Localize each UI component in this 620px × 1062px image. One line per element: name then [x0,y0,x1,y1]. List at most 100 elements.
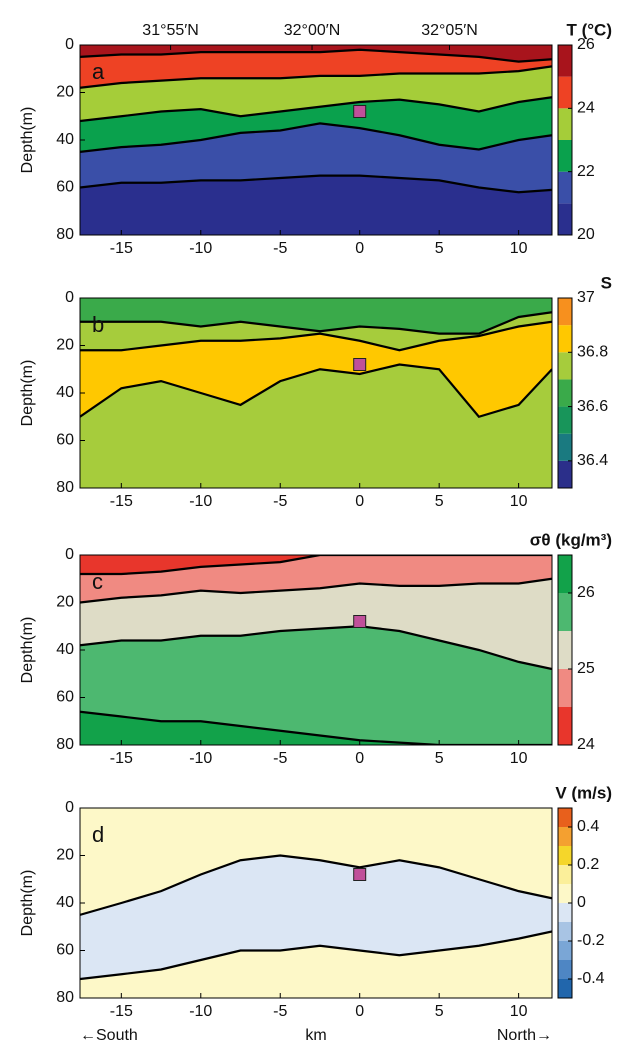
contour-line [80,320,552,352]
colorbar-swatch [558,298,572,326]
plot-area [80,808,552,998]
colorbar-tick-label: 26 [577,36,595,53]
y-tick-label: 20 [56,594,74,611]
x-tick-label: 5 [435,1003,444,1020]
panel-label: b [92,312,104,337]
y-tick-label: 0 [65,546,74,563]
colorbar-swatch [558,406,572,434]
contour-line [80,363,552,419]
y-tick-label: 0 [65,799,74,816]
colorbar-swatch [558,979,572,998]
y-tick-label: 60 [56,179,74,196]
contour-line [80,174,552,194]
contour-line [80,577,552,604]
contour-line [80,96,552,123]
x-tick-label: 5 [435,750,444,767]
x-tick-label: 0 [355,240,364,257]
colorbar-tick-label: 0.2 [577,856,599,873]
plot-area [80,298,552,488]
colorbar-swatch [558,941,572,960]
colorbar-title: V (m/s) [555,783,612,802]
colorbar-swatch [558,707,572,745]
y-axis-label: Depth(m) [19,870,36,937]
marker [353,358,367,371]
colorbar-swatch [558,827,572,846]
colorbar-swatch [558,433,572,461]
plot-area [80,45,552,235]
colorbar-swatch [558,903,572,922]
colorbar-swatch [558,76,572,109]
x-tick-label: -5 [273,750,287,767]
panel-label: d [92,822,104,847]
marker [353,868,367,881]
x-tick-label: 10 [510,1003,528,1020]
colorbar-swatch [558,460,572,488]
colorbar-swatch [558,45,572,77]
colorbar-title: S [601,273,612,292]
colorbar-tick-label: 26 [577,584,595,601]
y-tick-label: 40 [56,384,74,401]
x-tick-label: -15 [110,240,133,257]
y-tick-label: 60 [56,942,74,959]
x-tick-label: 10 [510,750,528,767]
y-axis-label: Depth(m) [19,107,36,174]
y-tick-label: 0 [65,36,74,53]
colorbar-swatch [558,960,572,979]
y-tick-label: 80 [56,226,74,243]
x-tick-label: -15 [110,1003,133,1020]
colorbar-swatch [558,379,572,407]
colorbar-tick-label: 0.4 [577,818,599,835]
colorbar-swatch [558,352,572,380]
x-tick-label: 0 [355,1003,364,1020]
contour-line [80,710,552,745]
y-axis-label: Depth(m) [19,617,36,684]
contour-line [80,625,552,671]
x2-tick-label: 32°05′N [421,22,478,39]
colorbar-title: σθ (kg/m³) [530,530,612,549]
colorbar-title: T (°C) [566,20,612,39]
colorbar-swatch [558,555,572,593]
y-tick-label: 80 [56,736,74,753]
annotation: North→ [497,1027,552,1044]
y-tick-label: 20 [56,337,74,354]
colorbar-tick-label: 22 [577,163,595,180]
x-tick-label: -5 [273,1003,287,1020]
y-tick-label: 80 [56,989,74,1006]
x-tick-label: -15 [110,493,133,510]
contour-line [80,48,552,63]
x2-tick-label: 32°00′N [284,22,341,39]
colorbar-swatch [558,203,572,235]
colorbar-tick-label: -0.4 [577,970,605,987]
colorbar-frame [557,44,573,236]
contour-line [80,65,552,89]
colorbar-swatch [558,631,572,669]
colorbar-swatch [558,140,572,172]
x-tick-label: 0 [355,750,364,767]
colorbar-tick-label: 24 [577,100,595,117]
colorbar-tick-label: 36.8 [577,344,608,361]
x-tick-label: -10 [189,1003,212,1020]
colorbar-swatch [558,593,572,631]
colorbar-swatch [558,108,572,140]
panel-label: a [92,59,105,84]
colorbar-swatch [558,808,572,827]
colorbar-tick-label: 36.6 [577,398,608,415]
contour-line [80,122,552,153]
x-tick-label: 10 [510,493,528,510]
marker [353,105,367,118]
y-tick-label: 60 [56,689,74,706]
marker [353,615,367,628]
y-tick-label: 40 [56,131,74,148]
annotation: ←South [80,1027,138,1044]
x-tick-label: -15 [110,750,133,767]
y-axis-label: Depth(m) [19,360,36,427]
colorbar-tick-label: 36.4 [577,452,608,469]
x-tick-label: 10 [510,240,528,257]
colorbar-swatch [558,325,572,353]
colorbar-swatch [558,669,572,707]
colorbar-frame [557,297,573,489]
contour-line [80,311,552,335]
colorbar-tick-label: 24 [577,736,595,753]
x-tick-label: 5 [435,240,444,257]
